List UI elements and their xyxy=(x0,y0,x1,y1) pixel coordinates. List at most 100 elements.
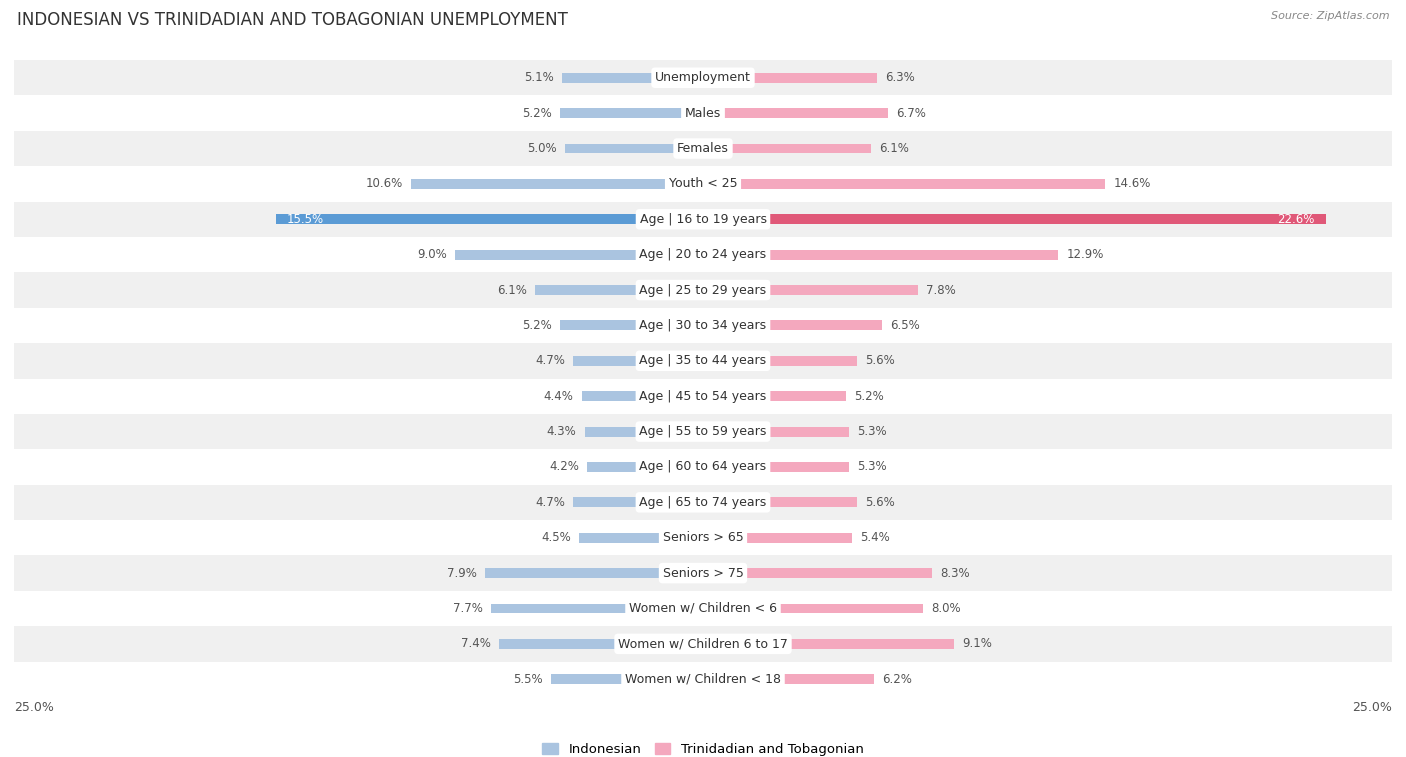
Text: 5.4%: 5.4% xyxy=(860,531,890,544)
Text: 5.6%: 5.6% xyxy=(866,496,896,509)
Text: Age | 25 to 29 years: Age | 25 to 29 years xyxy=(640,284,766,297)
Bar xyxy=(703,320,882,330)
Text: Women w/ Children < 18: Women w/ Children < 18 xyxy=(626,673,780,686)
Bar xyxy=(411,179,703,188)
Bar xyxy=(499,639,703,649)
Bar xyxy=(703,356,858,366)
Text: 7.4%: 7.4% xyxy=(461,637,491,650)
Bar xyxy=(585,427,703,437)
Bar xyxy=(14,484,1392,520)
Bar xyxy=(491,603,703,613)
Bar xyxy=(14,308,1392,343)
Bar xyxy=(276,214,703,224)
Text: 10.6%: 10.6% xyxy=(366,177,402,191)
Text: 6.7%: 6.7% xyxy=(896,107,925,120)
Text: 7.8%: 7.8% xyxy=(927,284,956,297)
Bar xyxy=(703,533,852,543)
Text: Women w/ Children 6 to 17: Women w/ Children 6 to 17 xyxy=(619,637,787,650)
Bar xyxy=(703,144,872,154)
Text: 5.2%: 5.2% xyxy=(522,107,551,120)
Text: 22.6%: 22.6% xyxy=(1278,213,1315,226)
Text: 6.1%: 6.1% xyxy=(496,284,527,297)
Text: 5.6%: 5.6% xyxy=(866,354,896,367)
Bar xyxy=(703,73,876,83)
Text: 6.2%: 6.2% xyxy=(882,673,912,686)
Text: 5.3%: 5.3% xyxy=(858,425,887,438)
Bar xyxy=(565,144,703,154)
Text: 6.3%: 6.3% xyxy=(884,71,915,84)
Bar xyxy=(579,533,703,543)
Bar xyxy=(703,497,858,507)
Text: Youth < 25: Youth < 25 xyxy=(669,177,737,191)
Legend: Indonesian, Trinidadian and Tobagonian: Indonesian, Trinidadian and Tobagonian xyxy=(543,743,863,756)
Text: 4.3%: 4.3% xyxy=(547,425,576,438)
Text: INDONESIAN VS TRINIDADIAN AND TOBAGONIAN UNEMPLOYMENT: INDONESIAN VS TRINIDADIAN AND TOBAGONIAN… xyxy=(17,11,568,30)
Bar xyxy=(14,343,1392,378)
Bar xyxy=(14,201,1392,237)
Bar xyxy=(703,214,1326,224)
Text: 4.7%: 4.7% xyxy=(536,354,565,367)
Text: Age | 16 to 19 years: Age | 16 to 19 years xyxy=(640,213,766,226)
Bar xyxy=(14,626,1392,662)
Text: 7.7%: 7.7% xyxy=(453,602,482,615)
Bar xyxy=(14,449,1392,484)
Bar xyxy=(14,414,1392,449)
Text: Age | 65 to 74 years: Age | 65 to 74 years xyxy=(640,496,766,509)
Bar xyxy=(703,391,846,401)
Text: Age | 20 to 24 years: Age | 20 to 24 years xyxy=(640,248,766,261)
Text: 14.6%: 14.6% xyxy=(1114,177,1152,191)
Text: 15.5%: 15.5% xyxy=(287,213,323,226)
Text: 8.0%: 8.0% xyxy=(932,602,962,615)
Bar xyxy=(485,569,703,578)
Text: 6.1%: 6.1% xyxy=(879,142,910,155)
Bar xyxy=(703,674,875,684)
Text: 6.5%: 6.5% xyxy=(890,319,920,332)
Text: 7.9%: 7.9% xyxy=(447,566,477,580)
Bar xyxy=(703,250,1059,260)
Bar xyxy=(14,131,1392,167)
Text: Source: ZipAtlas.com: Source: ZipAtlas.com xyxy=(1271,11,1389,21)
Text: 9.1%: 9.1% xyxy=(962,637,991,650)
Bar xyxy=(14,520,1392,556)
Bar xyxy=(14,237,1392,273)
Text: Age | 45 to 54 years: Age | 45 to 54 years xyxy=(640,390,766,403)
Bar xyxy=(703,569,932,578)
Text: Unemployment: Unemployment xyxy=(655,71,751,84)
Bar xyxy=(703,462,849,472)
Text: 4.4%: 4.4% xyxy=(544,390,574,403)
Text: Age | 35 to 44 years: Age | 35 to 44 years xyxy=(640,354,766,367)
Bar xyxy=(703,603,924,613)
Text: 4.5%: 4.5% xyxy=(541,531,571,544)
Text: 5.0%: 5.0% xyxy=(527,142,557,155)
Text: 5.5%: 5.5% xyxy=(513,673,543,686)
Bar xyxy=(560,320,703,330)
Bar xyxy=(14,95,1392,131)
Text: Males: Males xyxy=(685,107,721,120)
Bar xyxy=(14,556,1392,590)
Bar xyxy=(703,639,953,649)
Bar xyxy=(703,285,918,295)
Bar xyxy=(14,662,1392,697)
Bar xyxy=(14,273,1392,308)
Text: 12.9%: 12.9% xyxy=(1067,248,1104,261)
Text: 5.2%: 5.2% xyxy=(855,390,884,403)
Text: 4.2%: 4.2% xyxy=(550,460,579,473)
Bar xyxy=(551,674,703,684)
Text: Women w/ Children < 6: Women w/ Children < 6 xyxy=(628,602,778,615)
Bar xyxy=(562,73,703,83)
Bar xyxy=(14,167,1392,201)
Text: Females: Females xyxy=(678,142,728,155)
Bar xyxy=(703,179,1105,188)
Text: Age | 60 to 64 years: Age | 60 to 64 years xyxy=(640,460,766,473)
Bar xyxy=(703,108,887,118)
Text: Age | 30 to 34 years: Age | 30 to 34 years xyxy=(640,319,766,332)
Bar xyxy=(14,60,1392,95)
Bar xyxy=(560,108,703,118)
Bar xyxy=(703,427,849,437)
Text: 5.3%: 5.3% xyxy=(858,460,887,473)
Bar xyxy=(574,497,703,507)
Text: Seniors > 65: Seniors > 65 xyxy=(662,531,744,544)
Text: 25.0%: 25.0% xyxy=(14,701,53,714)
Text: Seniors > 75: Seniors > 75 xyxy=(662,566,744,580)
Bar xyxy=(14,378,1392,414)
